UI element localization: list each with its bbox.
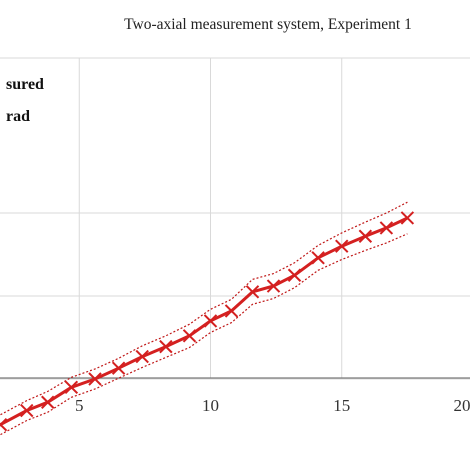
data-point — [135, 349, 149, 364]
point-marker-stroke — [287, 268, 302, 282]
point-marker-stroke — [358, 229, 373, 243]
data-point — [358, 229, 373, 243]
data-point — [245, 285, 260, 299]
point-marker-stroke — [20, 403, 34, 418]
series-line — [0, 216, 409, 426]
data-point — [182, 329, 197, 343]
chart-title: Two-axial measurement system, Experiment… — [124, 16, 412, 33]
point-marker-stroke — [159, 339, 173, 354]
point-marker-stroke — [379, 221, 394, 235]
series-group — [0, 201, 415, 436]
point-marker-stroke — [0, 417, 8, 427]
point-marker-stroke — [135, 349, 149, 364]
x-tick-labels: 5 10 15 20 — [75, 396, 471, 415]
x-tick-label: 10 — [202, 396, 219, 415]
x-tick-label: 20 — [454, 396, 471, 415]
point-marker-stroke — [311, 251, 325, 265]
data-point — [335, 239, 349, 253]
data-point — [224, 304, 239, 318]
legend-entry: sured — [6, 76, 44, 93]
x-tick-label: 15 — [333, 396, 350, 415]
point-marker-stroke — [224, 304, 239, 318]
data-point — [203, 314, 218, 328]
data-point — [41, 395, 55, 409]
point-marker-stroke — [203, 314, 218, 328]
point-marker-stroke — [335, 239, 349, 253]
point-marker-stroke — [41, 395, 55, 409]
point-marker-stroke — [88, 372, 102, 386]
x-tick-label: 5 — [75, 396, 84, 415]
data-point — [64, 380, 79, 395]
legend-entry: rad — [6, 108, 30, 125]
point-marker-stroke — [245, 285, 260, 299]
point-marker-stroke — [182, 329, 197, 343]
data-point — [379, 221, 394, 235]
data-point — [111, 361, 126, 375]
data-point — [159, 339, 173, 354]
series-bound-line — [0, 233, 408, 436]
point-marker-stroke — [64, 380, 79, 395]
data-point — [20, 403, 34, 418]
series-bound-line — [0, 201, 408, 416]
grid — [0, 57, 470, 380]
data-point — [287, 268, 302, 282]
data-point — [0, 417, 8, 432]
point-marker-stroke — [111, 361, 126, 375]
data-point — [400, 211, 415, 225]
data-point — [311, 251, 325, 265]
point-marker-stroke — [266, 279, 281, 293]
legend: sured rad — [6, 76, 44, 125]
point-marker-stroke — [400, 211, 415, 225]
data-point — [266, 279, 281, 293]
data-point — [88, 372, 102, 386]
